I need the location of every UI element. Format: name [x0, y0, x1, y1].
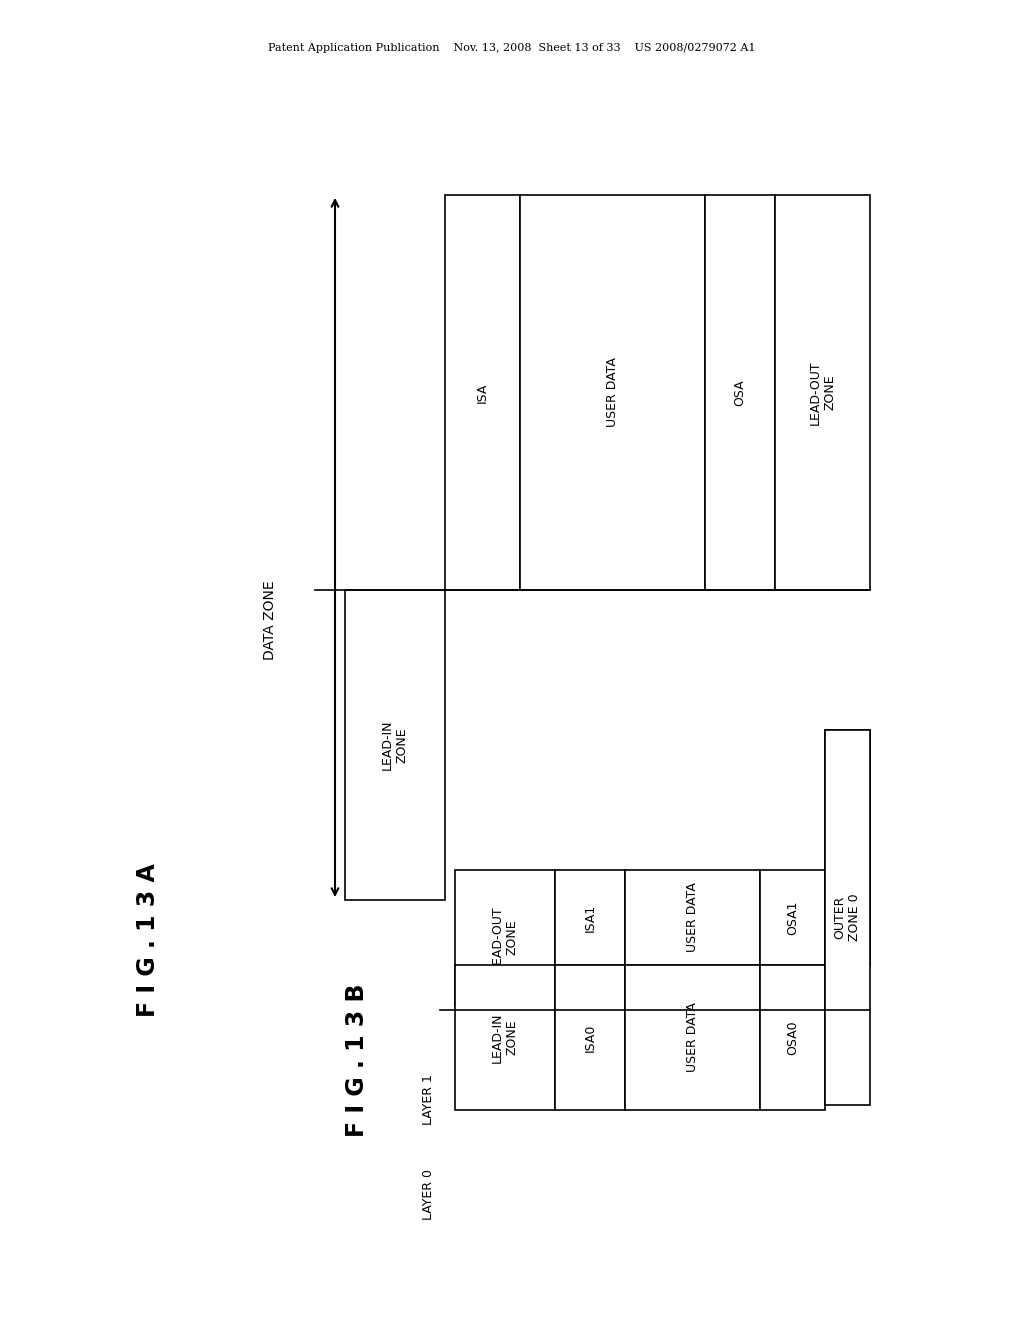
Bar	[625, 965, 760, 1110]
Text: USER DATA: USER DATA	[606, 358, 618, 428]
Text: OUTER
ZONE 0: OUTER ZONE 0	[834, 894, 861, 941]
Text: USER DATA: USER DATA	[686, 883, 699, 953]
Bar	[760, 870, 825, 965]
Text: OSA0: OSA0	[786, 1020, 799, 1055]
Bar	[555, 965, 625, 1110]
Bar	[705, 195, 775, 590]
Text: DATA ZONE: DATA ZONE	[263, 581, 278, 660]
Bar	[775, 195, 870, 590]
Text: OUTER
ZONE 1: OUTER ZONE 1	[834, 824, 861, 871]
Text: OSA: OSA	[733, 379, 746, 405]
Bar	[520, 195, 705, 590]
Bar	[445, 195, 520, 590]
Text: F I G . 1 3 A: F I G . 1 3 A	[136, 863, 160, 1016]
Bar	[455, 965, 555, 1110]
Bar	[625, 870, 760, 965]
Text: Patent Application Publication    Nov. 13, 2008  Sheet 13 of 33    US 2008/02790: Patent Application Publication Nov. 13, …	[268, 44, 756, 53]
Text: F I G . 1 3 B: F I G . 1 3 B	[345, 983, 369, 1137]
Bar	[825, 730, 870, 1105]
Bar	[825, 730, 870, 965]
Text: LEAD-OUT
ZONE: LEAD-OUT ZONE	[809, 360, 837, 425]
Bar	[345, 590, 445, 900]
Text: ISA: ISA	[476, 383, 489, 403]
Text: ISA0: ISA0	[584, 1023, 597, 1052]
Bar	[455, 870, 555, 1005]
Bar	[760, 965, 825, 1110]
Text: OSA1: OSA1	[786, 900, 799, 935]
Text: ISA1: ISA1	[584, 903, 597, 932]
Text: LEAD-IN
ZONE: LEAD-IN ZONE	[490, 1012, 519, 1063]
Text: LAYER 1: LAYER 1	[422, 1074, 435, 1126]
Text: USER DATA: USER DATA	[686, 1003, 699, 1072]
Text: LAYER 0: LAYER 0	[422, 1170, 435, 1221]
Text: LEAD-OUT
ZONE: LEAD-OUT ZONE	[490, 906, 519, 970]
Bar	[555, 870, 625, 965]
Text: LEAD-IN
ZONE: LEAD-IN ZONE	[381, 719, 409, 771]
